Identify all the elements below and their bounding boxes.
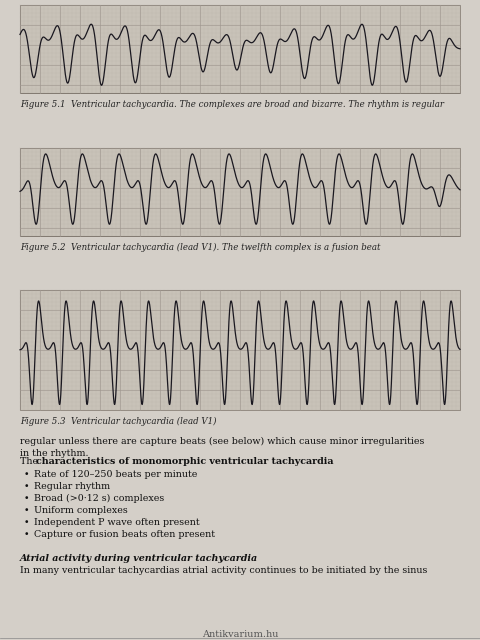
Text: Regular rhythm: Regular rhythm <box>34 482 110 491</box>
Text: •: • <box>24 494 29 503</box>
Text: regular unless there are capture beats (see below) which cause minor irregularit: regular unless there are capture beats (… <box>20 437 424 458</box>
Text: Figure 5.3  Ventricular tachycardia (lead V1): Figure 5.3 Ventricular tachycardia (lead… <box>20 417 216 426</box>
Text: Figure 5.2  Ventricular tachycardia (lead V1). The twelfth complex is a fusion b: Figure 5.2 Ventricular tachycardia (lead… <box>20 243 381 252</box>
Text: Figure 5.1  Ventricular tachycardia. The complexes are broad and bizarre. The rh: Figure 5.1 Ventricular tachycardia. The … <box>20 100 444 109</box>
Text: •: • <box>24 506 29 515</box>
Text: Capture or fusion beats often present: Capture or fusion beats often present <box>34 530 215 539</box>
Bar <box>20 5 460 93</box>
Text: •: • <box>24 530 29 539</box>
Text: characteristics of monomorphic ventricular tachycardia: characteristics of monomorphic ventricul… <box>36 457 334 466</box>
Text: •: • <box>24 470 29 479</box>
Text: Rate of 120–250 beats per minute: Rate of 120–250 beats per minute <box>34 470 197 479</box>
Bar <box>20 148 460 236</box>
Bar <box>20 290 460 410</box>
Text: Antikvarium.hu: Antikvarium.hu <box>202 630 278 639</box>
Text: Uniform complexes: Uniform complexes <box>34 506 128 515</box>
Text: Broad (>0·12 s) complexes: Broad (>0·12 s) complexes <box>34 494 164 503</box>
Text: The: The <box>20 457 41 466</box>
Text: •: • <box>24 518 29 527</box>
Text: Independent P wave often present: Independent P wave often present <box>34 518 200 527</box>
Text: •: • <box>24 482 29 491</box>
Text: Atrial activity during ventricular tachycardia: Atrial activity during ventricular tachy… <box>20 554 258 563</box>
Text: In many ventricular tachycardias atrial activity continues to be initiated by th: In many ventricular tachycardias atrial … <box>20 566 427 575</box>
